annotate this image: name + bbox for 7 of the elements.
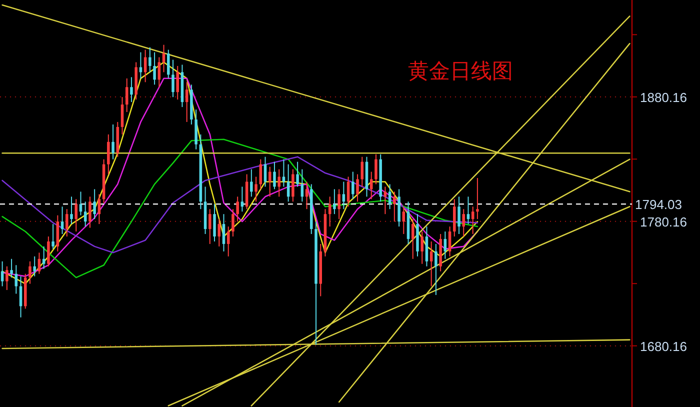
line-series [2, 156, 478, 254]
y-tick-label: 1780.16 [640, 214, 687, 230]
y-tick-label: 1680.16 [640, 338, 687, 354]
y-tick-label: 1880.16 [640, 90, 687, 105]
line-series [2, 138, 478, 278]
text: 黄金日线图 [408, 59, 513, 83]
ref-line-label: 1794.03 [635, 197, 682, 212]
